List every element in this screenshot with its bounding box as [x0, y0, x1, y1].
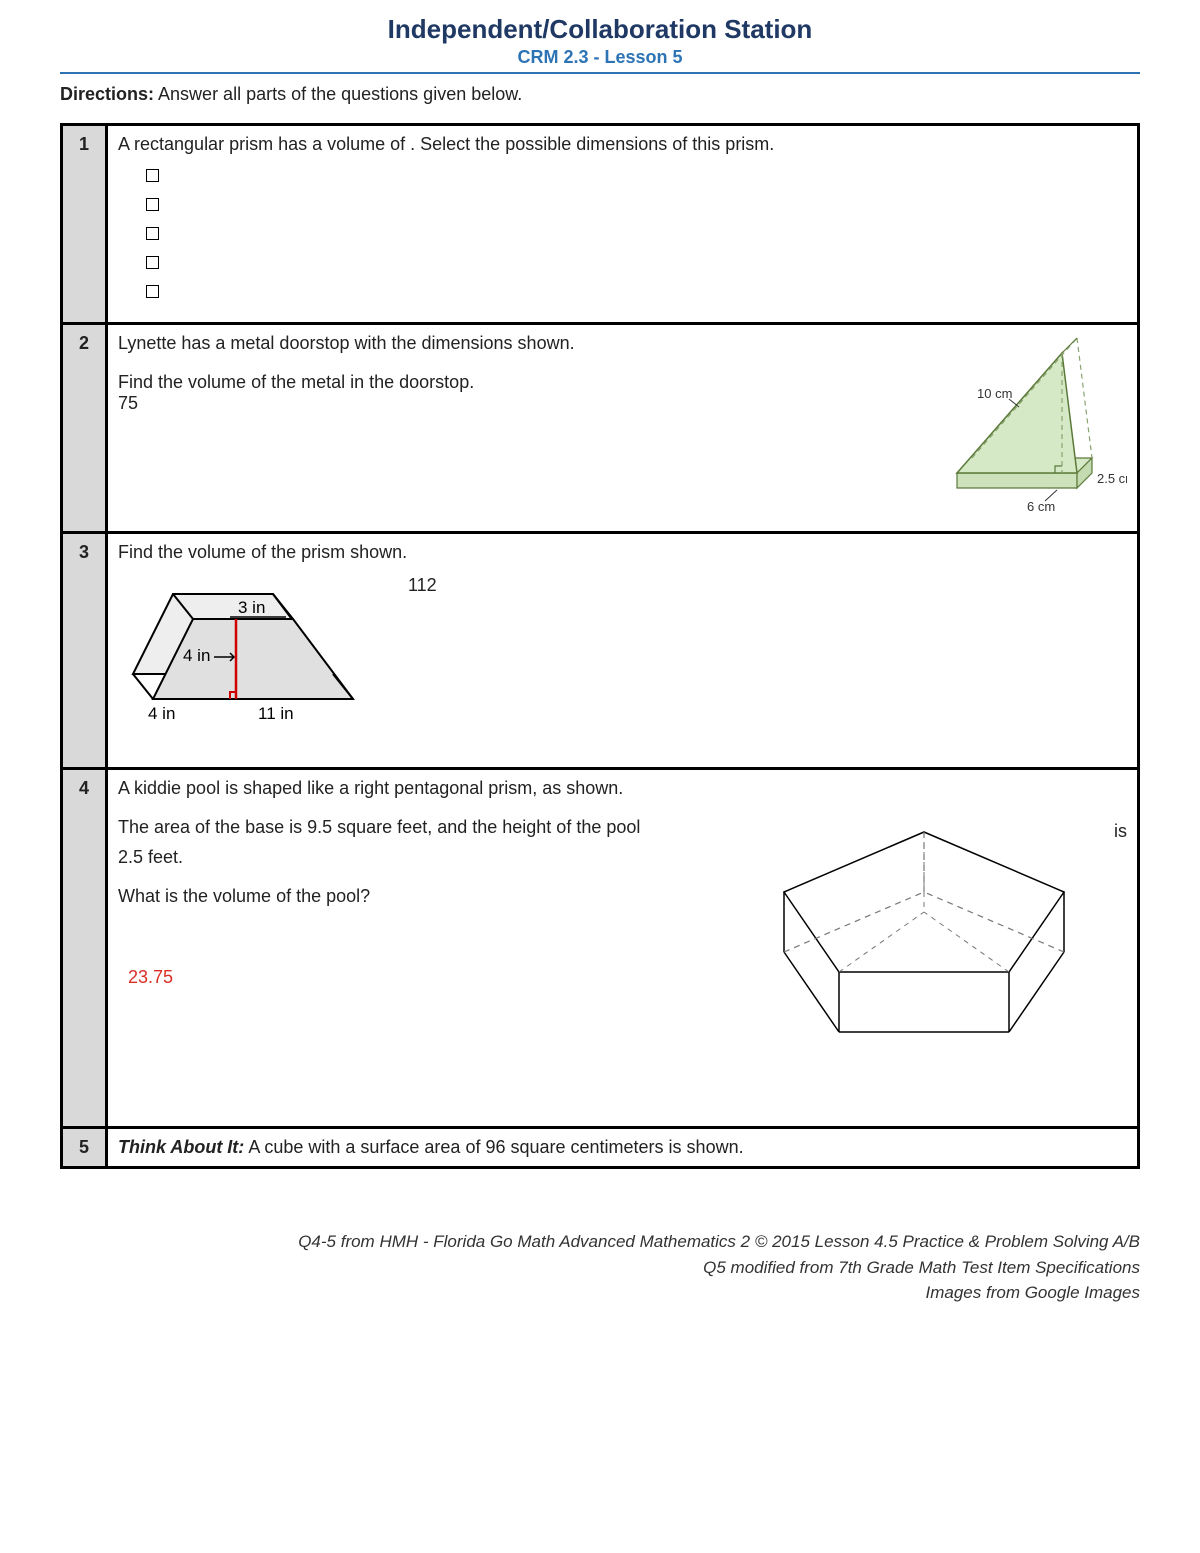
doorstop-diagram: 10 cm 2.5 cm 6 cm: [927, 333, 1127, 523]
question-text: 2.5 feet.: [118, 847, 638, 868]
checkbox-options: [146, 169, 1127, 298]
answer-value: 75: [118, 393, 907, 414]
footer-line: Q5 modified from 7th Grade Math Test Ite…: [60, 1255, 1140, 1281]
question-body: Think About It: A cube with a surface ar…: [107, 1128, 1139, 1168]
question-text: A kiddie pool is shaped like a right pen…: [118, 778, 1127, 799]
think-about-it-label: Think About It:: [118, 1137, 244, 1157]
answer-value: 23.75: [128, 967, 638, 988]
dim-label: 6 cm: [1027, 499, 1055, 514]
page-subtitle: CRM 2.3 - Lesson 5: [60, 47, 1140, 72]
questions-table: 1 A rectangular prism has a volume of . …: [60, 123, 1140, 1169]
question-row: 1 A rectangular prism has a volume of . …: [62, 125, 1139, 324]
question-text: The area of the base is 9.5 square feet,…: [118, 817, 640, 837]
checkbox-option[interactable]: [146, 285, 159, 298]
directions-label: Directions:: [60, 84, 154, 104]
question-row: 3 Find the volume of the prism shown.: [62, 533, 1139, 769]
question-number: 1: [62, 125, 107, 324]
footer-line: Images from Google Images: [60, 1280, 1140, 1306]
question-number: 4: [62, 769, 107, 1128]
checkbox-option[interactable]: [146, 169, 159, 182]
question-text: Find the volume of the metal in the door…: [118, 372, 907, 393]
page-title: Independent/Collaboration Station: [60, 14, 1140, 45]
question-text: A rectangular prism has a volume of . Se…: [118, 134, 1127, 155]
question-number: 5: [62, 1128, 107, 1168]
question-row: 2 Lynette has a metal doorstop with the …: [62, 324, 1139, 533]
dim-label: 10 cm: [977, 386, 1012, 401]
checkbox-option[interactable]: [146, 227, 159, 240]
worksheet-page: Independent/Collaboration Station CRM 2.…: [0, 0, 1200, 1346]
dim-label: 4 in: [148, 704, 175, 723]
question-body: Lynette has a metal doorstop with the di…: [107, 324, 1139, 533]
trapezoid-prism-diagram: 3 in 4 in 4 in 11 in: [118, 569, 378, 739]
question-text: What is the volume of the pool?: [118, 886, 638, 907]
dim-label: 3 in: [238, 598, 265, 617]
directions-text: Answer all parts of the questions given …: [154, 84, 522, 104]
question-text: A cube with a surface area of 96 square …: [244, 1137, 743, 1157]
question-text: Lynette has a metal doorstop with the di…: [118, 333, 907, 354]
directions: Directions: Answer all parts of the ques…: [60, 84, 1140, 105]
question-body: A kiddie pool is shaped like a right pen…: [107, 769, 1139, 1128]
header-rule: [60, 72, 1140, 74]
question-row: 4 A kiddie pool is shaped like a right p…: [62, 769, 1139, 1128]
question-number: 3: [62, 533, 107, 769]
dim-label: 2.5 cm: [1097, 471, 1127, 486]
footer-line: Q4-5 from HMH - Florida Go Math Advanced…: [60, 1229, 1140, 1255]
pentagonal-prism-diagram: [754, 817, 1094, 1057]
question-text: Find the volume of the prism shown.: [118, 542, 1127, 563]
question-text: is: [1114, 821, 1127, 841]
answer-value: 112: [408, 569, 437, 596]
question-body: A rectangular prism has a volume of . Se…: [107, 125, 1139, 324]
question-row: 5 Think About It: A cube with a surface …: [62, 1128, 1139, 1168]
dim-label: 11 in: [258, 704, 294, 723]
question-body: Find the volume of the prism shown.: [107, 533, 1139, 769]
checkbox-option[interactable]: [146, 256, 159, 269]
checkbox-option[interactable]: [146, 198, 159, 211]
question-number: 2: [62, 324, 107, 533]
dim-label: 4 in: [183, 646, 210, 665]
footer: Q4-5 from HMH - Florida Go Math Advanced…: [60, 1229, 1140, 1306]
